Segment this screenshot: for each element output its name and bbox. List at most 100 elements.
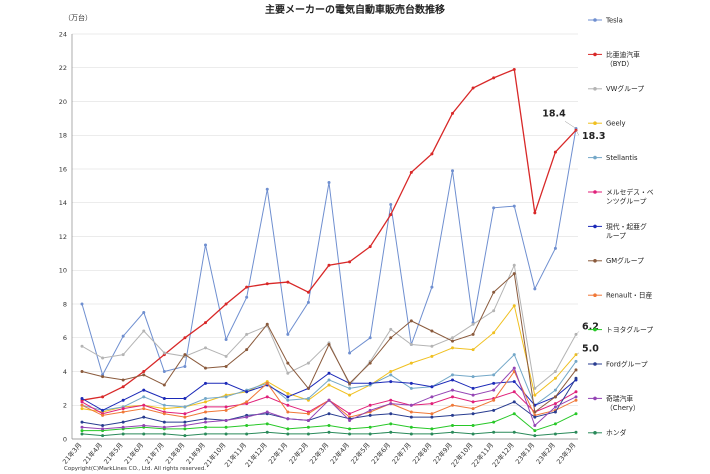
- data-point: [101, 356, 105, 360]
- data-point: [162, 425, 166, 429]
- data-point: [80, 302, 84, 306]
- data-point: [80, 420, 84, 424]
- data-point: [451, 111, 454, 115]
- data-point: [224, 408, 228, 412]
- data-point: [430, 412, 434, 416]
- data-point: [183, 412, 187, 416]
- legend-label: トヨタグループ: [606, 325, 653, 334]
- legend-label: ホンダ: [606, 428, 627, 437]
- data-point: [553, 410, 557, 414]
- data-point: [204, 366, 207, 370]
- data-point: [368, 408, 372, 412]
- data-point: [389, 336, 393, 340]
- data-point: [512, 67, 516, 71]
- legend-item: Tesla: [588, 16, 623, 24]
- data-point: [183, 397, 187, 400]
- data-point: [389, 373, 393, 377]
- data-point: [204, 400, 207, 404]
- data-point: [121, 398, 125, 402]
- legend-item: Renault・日産: [588, 291, 653, 300]
- series: [80, 272, 578, 414]
- data-point: [492, 76, 496, 80]
- legend-label: Renault・日産: [606, 291, 653, 300]
- data-point: [348, 393, 352, 397]
- series: [80, 370, 578, 419]
- data-point: [162, 397, 166, 400]
- data-point: [389, 398, 393, 402]
- data-point: [451, 424, 454, 427]
- data-point: [430, 385, 434, 389]
- data-point: [430, 402, 434, 406]
- data-point: [389, 412, 393, 416]
- data-point: [224, 337, 228, 341]
- legend-label: GMグループ: [606, 256, 644, 265]
- data-point: [430, 432, 434, 436]
- data-point: [204, 346, 207, 350]
- data-point: [204, 243, 207, 247]
- data-point: [368, 413, 372, 417]
- data-point: [142, 370, 146, 373]
- y-tick-label: 16: [59, 165, 67, 173]
- series: [80, 371, 578, 412]
- data-point: [121, 420, 125, 424]
- data-point: [451, 413, 454, 417]
- data-point: [471, 400, 475, 404]
- data-point: [327, 378, 331, 382]
- data-point: [492, 388, 496, 392]
- data-point: [553, 405, 557, 409]
- data-point: [327, 181, 331, 184]
- data-point: [348, 432, 352, 436]
- data-point: [204, 405, 207, 409]
- y-tick-label: 10: [59, 267, 67, 275]
- series-line: [82, 413, 577, 432]
- data-point: [368, 381, 372, 385]
- data-point: [265, 322, 269, 326]
- y-tick-label: 24: [59, 30, 67, 38]
- data-point: [471, 432, 475, 436]
- legend-swatch-marker: [593, 327, 597, 332]
- data-point: [389, 380, 393, 384]
- data-point: [533, 211, 537, 215]
- data-point: [204, 321, 207, 325]
- data-point: [224, 395, 228, 399]
- data-point: [574, 412, 578, 416]
- data-point: [492, 398, 496, 402]
- data-point: [142, 403, 146, 407]
- legend-label: Fordグループ: [606, 359, 648, 368]
- data-point: [121, 353, 125, 357]
- data-point: [265, 395, 269, 399]
- data-point: [492, 408, 496, 412]
- data-point: [121, 385, 125, 389]
- data-point: [348, 381, 352, 385]
- data-point: [574, 390, 578, 394]
- x-tick-label: 21年5月: [101, 441, 124, 466]
- data-point: [183, 405, 187, 409]
- y-tick-label: 8: [63, 300, 67, 308]
- data-point: [471, 386, 475, 390]
- data-point: [162, 370, 166, 373]
- data-point: [389, 402, 393, 406]
- data-point: [162, 407, 166, 411]
- data-point: [533, 386, 537, 390]
- data-point: [512, 390, 516, 394]
- legend-item: 比亜迪汽車（BYD）: [588, 50, 640, 68]
- data-point: [183, 364, 187, 368]
- data-point: [162, 383, 166, 387]
- data-point: [348, 260, 352, 264]
- annotation-leader: [575, 331, 580, 335]
- data-point: [183, 434, 187, 438]
- data-point: [553, 150, 557, 154]
- data-point: [101, 434, 105, 438]
- data-point: [574, 430, 578, 434]
- data-point: [286, 432, 290, 436]
- data-point: [451, 395, 454, 399]
- data-point: [533, 393, 537, 397]
- y-tick-label: 20: [59, 98, 67, 106]
- data-point: [451, 378, 454, 382]
- legend-label: 奇瑞汽車: [606, 394, 633, 403]
- x-tick-label: 21年12月: [243, 441, 269, 469]
- data-point: [574, 359, 578, 363]
- data-point: [306, 361, 310, 365]
- data-point: [430, 427, 434, 431]
- data-point: [121, 378, 125, 382]
